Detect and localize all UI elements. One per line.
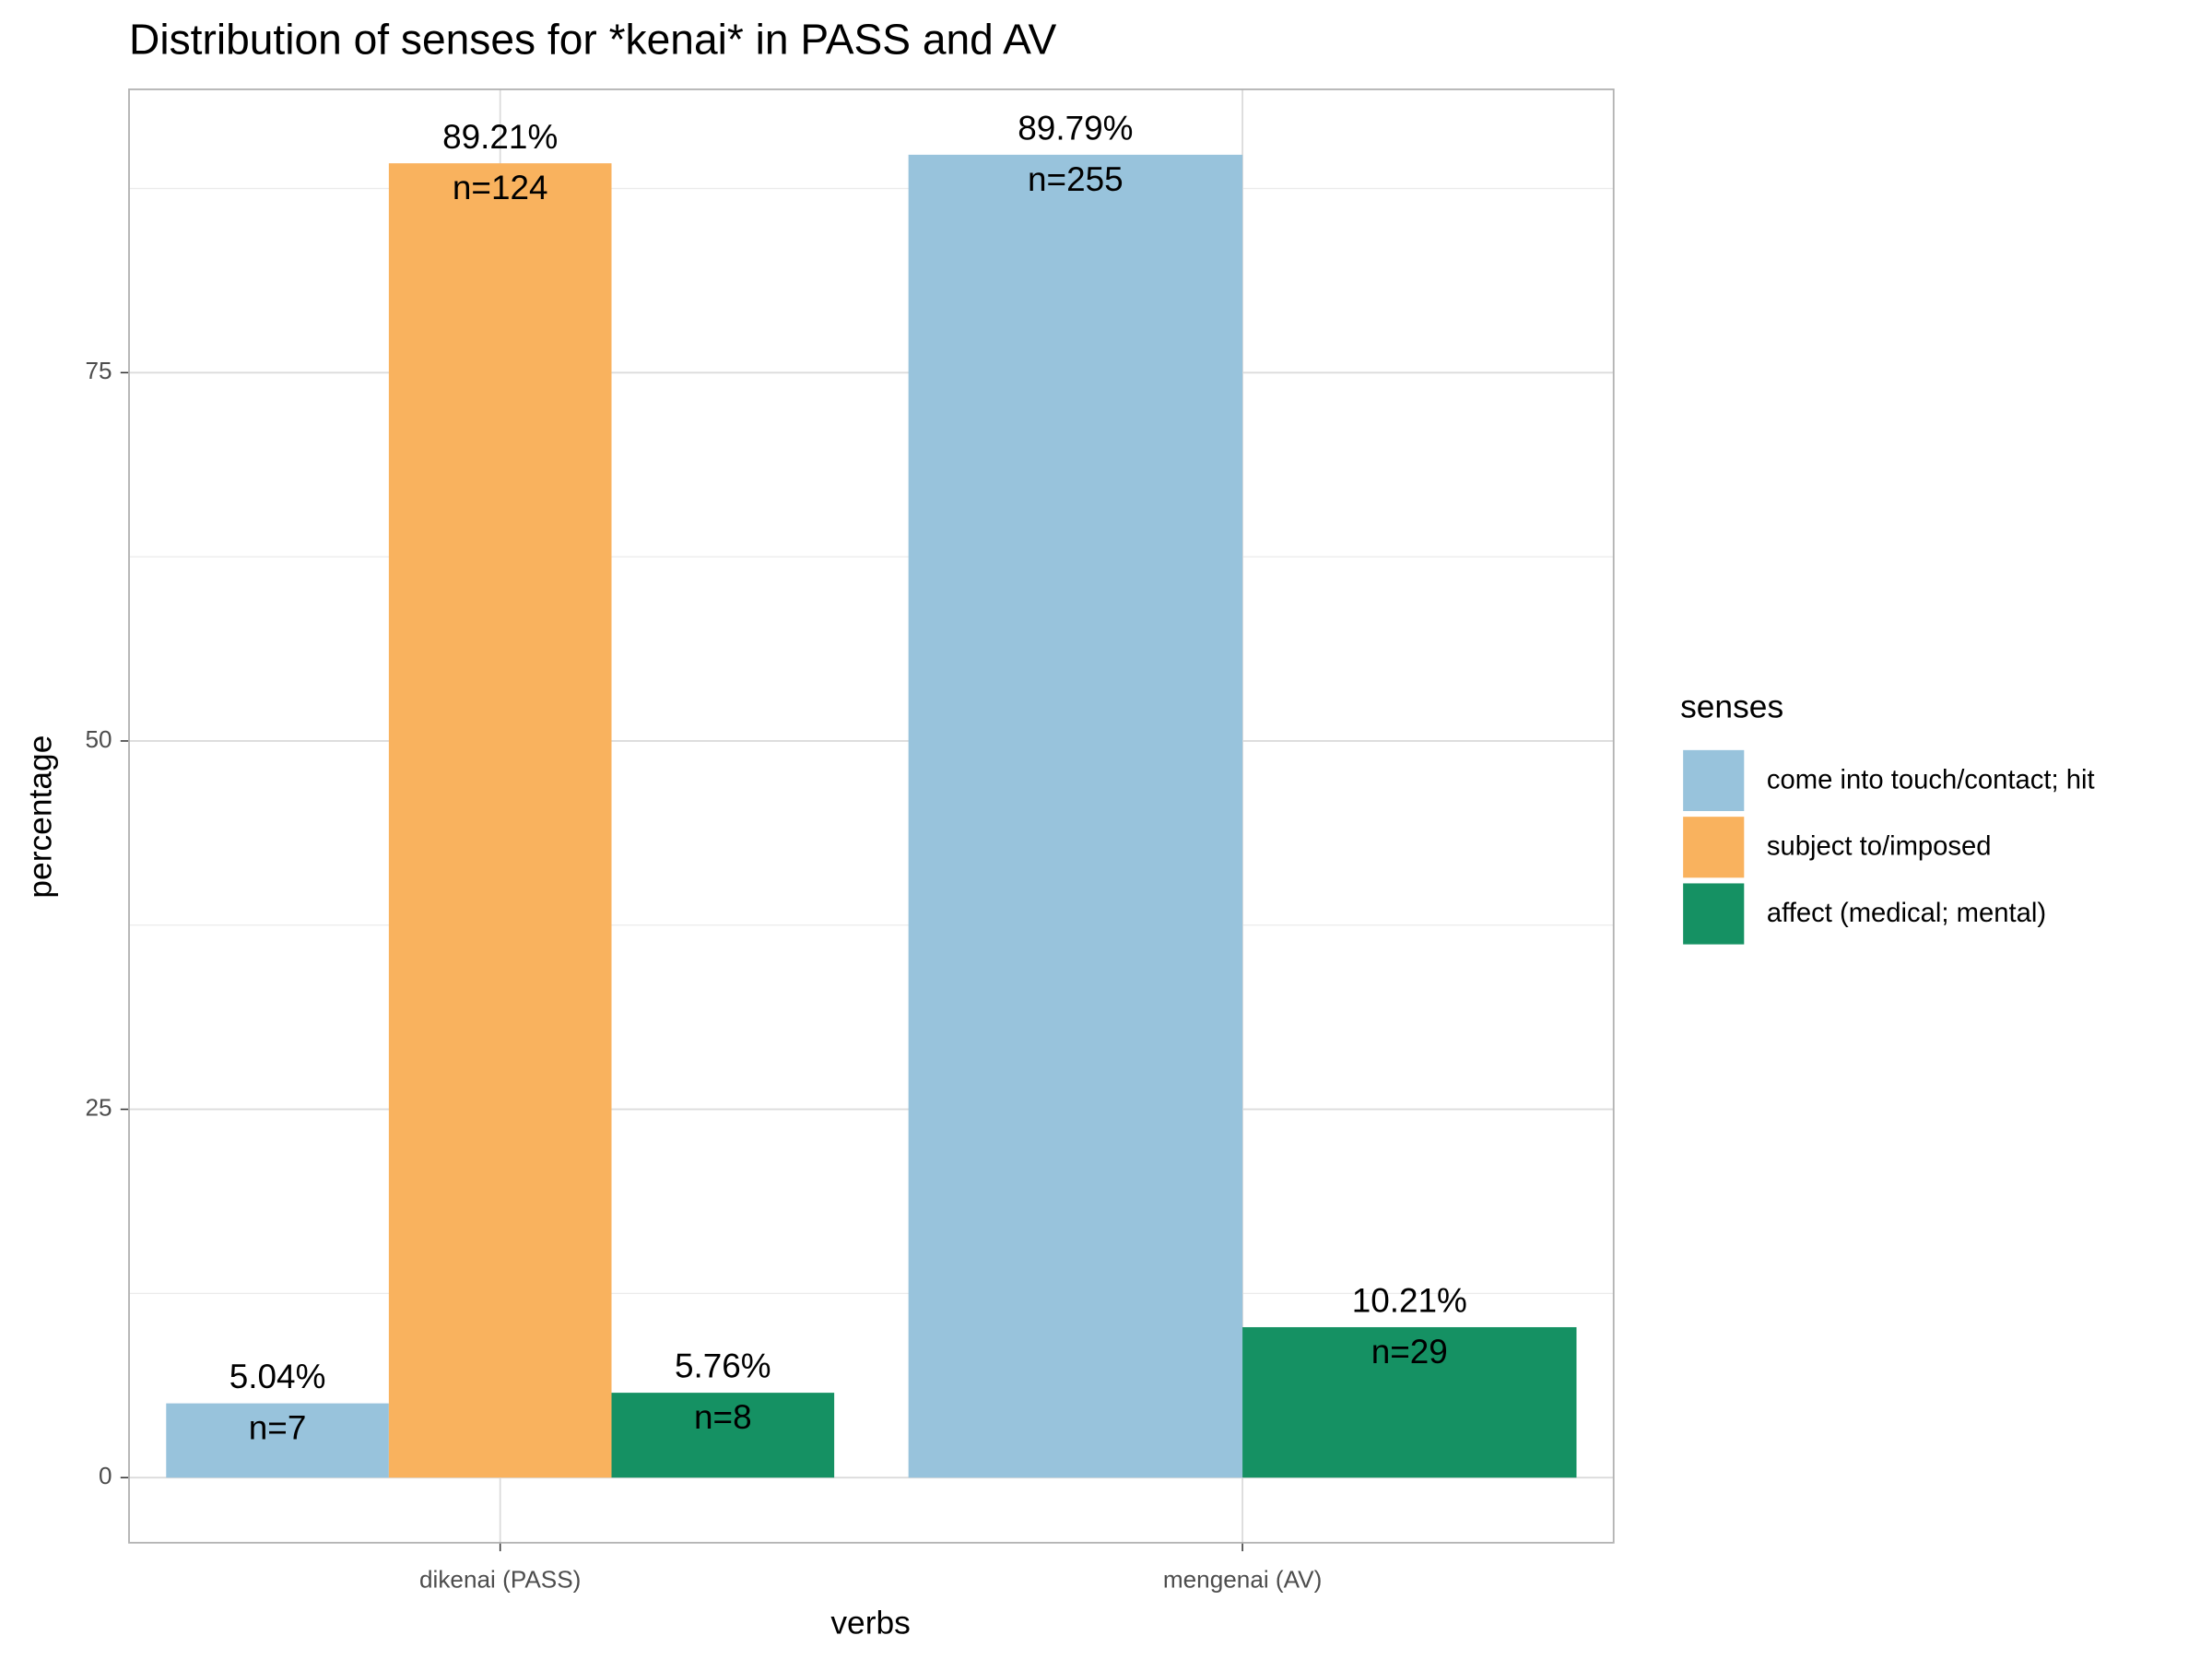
legend-key [1683, 883, 1745, 945]
legend-title: senses [1680, 689, 1783, 725]
y-tick-label: 25 [85, 1093, 112, 1121]
count-label: n=29 [1371, 1333, 1448, 1371]
legend-label: subject to/imposed [1767, 832, 1992, 862]
value-label: 5.04% [229, 1358, 326, 1395]
y-tick-label: 50 [85, 725, 112, 753]
bar [166, 1403, 389, 1478]
value-label: 89.21% [442, 118, 558, 156]
value-label: 5.76% [675, 1347, 771, 1385]
x-tick-label: mengenai (AV) [1163, 1565, 1322, 1593]
count-label: n=7 [249, 1409, 307, 1447]
bar [908, 154, 1243, 1478]
legend-key [1683, 817, 1745, 878]
bar [611, 1393, 835, 1478]
y-axis-title: percentage [22, 735, 58, 899]
value-label: 10.21% [1352, 1282, 1467, 1320]
y-tick-label: 75 [85, 357, 112, 384]
count-label: n=124 [453, 169, 548, 206]
x-axis-title: verbs [830, 1605, 911, 1641]
value-label: 89.79% [1018, 109, 1133, 147]
bar [1242, 1326, 1577, 1478]
legend-key [1683, 749, 1745, 811]
bar [388, 163, 612, 1478]
y-tick-label: 0 [99, 1462, 112, 1489]
x-tick-label: dikenai (PASS) [419, 1565, 581, 1593]
count-label: n=8 [694, 1398, 752, 1436]
legend-label: come into touch/contact; hit [1767, 765, 2095, 794]
chart-title: Distribution of senses for *kenai* in PA… [129, 15, 1056, 63]
legend-label: affect (medical; mental) [1767, 899, 2046, 928]
count-label: n=255 [1028, 160, 1124, 198]
panel-border [128, 88, 1615, 1544]
